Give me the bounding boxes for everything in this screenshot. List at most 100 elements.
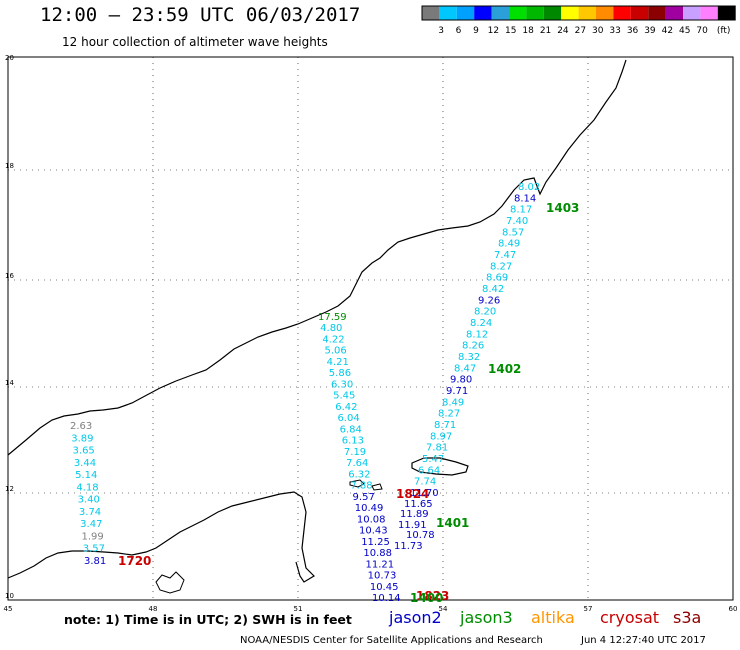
wave-height-label: 11.73	[394, 541, 423, 552]
colorbar-label: 27	[575, 26, 586, 36]
socotra-island	[411, 457, 469, 476]
wave-height-label: 3.81	[84, 556, 106, 567]
wave-height-label: 1.99	[81, 531, 103, 542]
generated-timestamp: Jun 4 12:27:40 UTC 2017	[581, 635, 706, 646]
lat-tick-label: 10	[5, 592, 14, 600]
pass-time-label: 1401	[436, 516, 469, 530]
colorbar-label: 30	[592, 26, 604, 36]
colorbar-swatch	[613, 6, 631, 20]
colorbar-swatch	[648, 6, 666, 20]
colorbar-swatch	[717, 6, 736, 20]
wave-height-label: 8.71	[434, 420, 456, 431]
colorbar-label: 45	[679, 26, 690, 36]
wave-height-label: 11.25	[361, 537, 390, 548]
pass-time-label: 1720	[118, 554, 151, 568]
colorbar-swatch	[491, 6, 509, 20]
wave-height-label: 4.22	[322, 334, 344, 345]
wave-height-label: 10.43	[359, 526, 388, 537]
wave-height-label: 3.74	[79, 507, 101, 518]
lat-tick-label: 14	[5, 379, 14, 387]
wave-height-label: 8.49	[442, 397, 464, 408]
wave-height-label: 9.26	[478, 295, 500, 306]
wave-height-label: 6.13	[342, 436, 364, 447]
wave-height-label: 5.06	[324, 346, 346, 357]
wave-height-label: 4.18	[76, 482, 98, 493]
lon-tick-label: 54	[439, 605, 448, 613]
colorbar-swatch	[439, 6, 457, 20]
colorbar-swatch	[578, 6, 596, 20]
colorbar-label: 24	[557, 26, 569, 36]
colorbar-swatch	[630, 6, 649, 20]
wave-height-label: 8.97	[430, 431, 452, 442]
small-island	[155, 571, 185, 594]
colorbar-swatch	[543, 6, 562, 20]
wave-height-label: 10.14	[372, 593, 401, 604]
colorbar-label: 39	[644, 26, 656, 36]
wave-height-label: 8.12	[466, 329, 488, 340]
footnote: note: 1) Time is in UTC; 2) SWH is in fe…	[64, 612, 352, 627]
wave-height-label: 10.45	[370, 582, 399, 593]
legend-jason3: jason3	[460, 608, 513, 627]
colorbar-swatch	[526, 6, 544, 20]
pass-time-label: 1823	[416, 589, 449, 603]
wave-height-label: 8.26	[462, 341, 484, 352]
colorbar-swatch	[596, 6, 614, 20]
credit-text: NOAA/NESDIS Center for Satellite Applica…	[240, 635, 543, 646]
colorbar-label: 36	[627, 26, 639, 36]
colorbar-legend: 3 6 9 12 15 18 21 24 27 30 33 36 39 42 45 70 (ft)	[421, 5, 736, 36]
wave-height-label: 5.45	[333, 391, 355, 402]
wave-height-label: 10.08	[357, 514, 386, 525]
wave-height-label: 9.57	[353, 492, 375, 503]
wave-height-label: 11.89	[400, 509, 429, 520]
lat-tick-label: 12	[5, 485, 14, 493]
wave-height-label: 8.32	[458, 352, 480, 363]
lon-tick-label: 48	[149, 605, 158, 613]
wave-height-label: 8.02	[518, 182, 540, 193]
wave-height-label: 8.27	[438, 409, 460, 420]
wave-height-label: 7.64	[346, 458, 368, 469]
pass-time-label: 1402	[488, 362, 521, 376]
wave-height-label: 8.49	[498, 239, 520, 250]
legend-jason2: jason2	[389, 608, 442, 627]
lat-tick-label: 18	[5, 162, 14, 170]
wave-height-label: 8.14	[514, 193, 536, 204]
lon-tick-label: 45	[4, 605, 13, 613]
wave-height-label: 6.32	[348, 469, 370, 480]
wave-height-label: 4.21	[327, 357, 349, 368]
colorbar-label: 33	[609, 26, 620, 36]
wave-height-label: 4.80	[320, 323, 342, 334]
wave-height-label: 8.20	[474, 307, 496, 318]
wave-height-label: 6.04	[337, 413, 359, 424]
wave-height-label: 8.42	[482, 284, 504, 295]
wave-height-label: 8.27	[490, 261, 512, 272]
colorbar-label: 15	[505, 26, 516, 36]
wave-height-label: 10.88	[363, 548, 392, 559]
wave-height-label: 3.65	[73, 446, 95, 457]
wave-height-label: 7.74	[414, 477, 436, 488]
lat-tick-label: 20	[5, 54, 14, 62]
colorbar-label: 21	[540, 26, 551, 36]
wave-height-label: 17.59	[318, 312, 347, 323]
colorbar-label: 9	[473, 26, 479, 36]
colorbar-swatch	[665, 6, 683, 20]
wave-height-label: 5.14	[75, 470, 97, 481]
wave-height-label: 9.80	[450, 375, 472, 386]
lon-tick-label: 57	[584, 605, 593, 613]
wave-height-label: 8.24	[470, 318, 492, 329]
page-subtitle: 12 hour collection of altimeter wave hei…	[62, 35, 328, 49]
colorbar-swatch	[474, 6, 492, 20]
wave-height-label: 3.47	[80, 519, 102, 530]
colorbar-swatch	[561, 6, 579, 20]
map-frame	[7, 56, 734, 601]
coastline-africa	[7, 491, 315, 583]
colorbar-swatch	[700, 6, 718, 20]
wave-height-label: 8.69	[486, 273, 508, 284]
legend-s3a: s3a	[673, 608, 702, 627]
wave-height-label: 7.88	[350, 481, 372, 492]
colorbar-swatch	[456, 6, 475, 20]
wave-height-label: 8.47	[454, 363, 476, 374]
colorbar-swatch	[683, 6, 701, 20]
colorbar-label: 70	[696, 26, 708, 36]
colorbar-label: 12	[488, 26, 499, 36]
